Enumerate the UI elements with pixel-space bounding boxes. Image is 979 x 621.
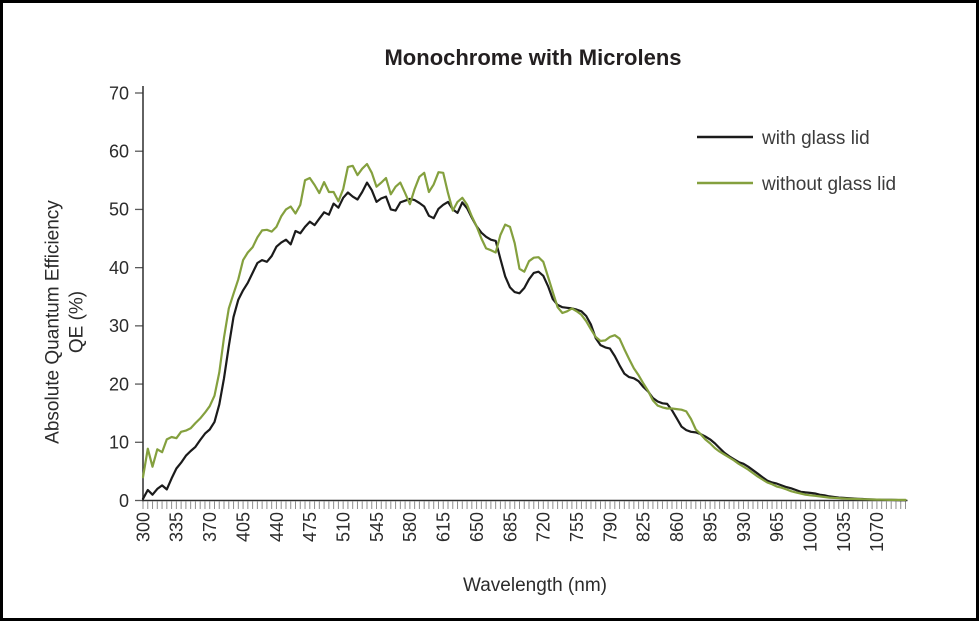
y-tick-label: 70 bbox=[109, 83, 129, 103]
x-tick-label: 650 bbox=[467, 512, 487, 542]
y-tick-label: 10 bbox=[109, 433, 129, 453]
x-tick-label: 895 bbox=[700, 512, 720, 542]
y-axis-title-line2: QE (%) bbox=[67, 291, 88, 353]
x-tick-label: 1035 bbox=[834, 512, 854, 552]
legend-item: with glass lid bbox=[697, 128, 870, 149]
legend-label-without-glass-lid: without glass lid bbox=[761, 174, 896, 195]
x-tick-label: 1070 bbox=[867, 512, 887, 552]
legend-label-with-glass-lid: with glass lid bbox=[761, 128, 870, 149]
y-tick-label: 50 bbox=[109, 200, 129, 220]
x-tick-label: 755 bbox=[567, 512, 587, 542]
y-axis-title-line1: Absolute Quantum Efficiency bbox=[43, 200, 64, 444]
x-tick-label: 965 bbox=[767, 512, 787, 542]
series-line-without-glass-lid bbox=[141, 162, 907, 501]
x-axis-title: Wavelength (nm) bbox=[463, 575, 607, 596]
y-tick-label: 40 bbox=[109, 258, 129, 278]
x-tick-label: 1000 bbox=[800, 512, 820, 552]
x-tick-label: 685 bbox=[500, 512, 520, 542]
x-tick-label: 545 bbox=[367, 512, 387, 542]
x-tick-label: 440 bbox=[267, 512, 287, 542]
y-tick-label: 0 bbox=[119, 491, 129, 511]
x-tick-label: 615 bbox=[434, 512, 454, 542]
x-tick-label: 825 bbox=[634, 512, 654, 542]
x-tick-label: 860 bbox=[667, 512, 687, 542]
legend: with glass lid without glass lid bbox=[697, 128, 896, 195]
series-line-with-glass-lid bbox=[141, 181, 907, 502]
x-tick-label: 405 bbox=[233, 512, 253, 542]
y-tick-label: 20 bbox=[109, 374, 129, 394]
x-tick-label: 370 bbox=[200, 512, 220, 542]
chart-title: Monochrome with Microlens bbox=[384, 45, 681, 70]
x-tick-label: 300 bbox=[133, 512, 153, 542]
y-tick-label: 30 bbox=[109, 316, 129, 336]
x-tick-label: 335 bbox=[167, 512, 187, 542]
x-tick-label: 930 bbox=[734, 512, 754, 542]
x-tick-label: 580 bbox=[400, 512, 420, 542]
x-tick-label: 510 bbox=[333, 512, 353, 542]
x-tick-label: 475 bbox=[300, 512, 320, 542]
x-tick-label: 720 bbox=[534, 512, 554, 542]
legend-item: without glass lid bbox=[697, 174, 896, 195]
y-tick-label: 60 bbox=[109, 142, 129, 162]
x-tick-label: 790 bbox=[600, 512, 620, 542]
